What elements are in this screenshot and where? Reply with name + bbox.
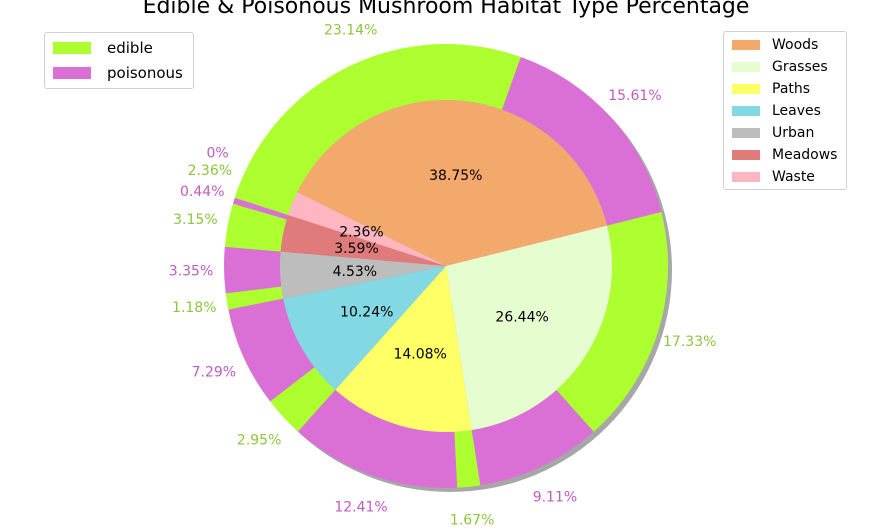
inner-label-meadows: 3.59% xyxy=(334,241,378,257)
outer-label-5: 12.41% xyxy=(334,499,387,515)
legend-swatch-leaves xyxy=(732,106,760,116)
inner-slice-grasses xyxy=(446,225,612,431)
legend-entry-grasses: Grasses xyxy=(732,58,828,76)
legend-swatch-grasses xyxy=(732,62,760,72)
outer-slice-edible-6 xyxy=(270,367,336,432)
outer-slice-edible-4 xyxy=(454,430,481,488)
outer-slice-poisonous-5 xyxy=(298,389,458,488)
legend-label-urban: Urban xyxy=(772,125,815,141)
inner-slice-paths xyxy=(335,266,472,433)
outer-label-6: 2.95% xyxy=(237,433,281,449)
legend-entry-leaves: Leaves xyxy=(732,102,821,120)
outer-label-10: 3.15% xyxy=(173,212,217,228)
outer-slice-poisonous-11 xyxy=(232,197,289,220)
legend-swatch-poisonous xyxy=(53,67,91,79)
legend-entry-paths: Paths xyxy=(732,80,810,98)
inner-label-paths: 14.08% xyxy=(393,347,446,363)
legend-label-poisonous: poisonous xyxy=(107,64,183,82)
inner-label-urban: 4.53% xyxy=(333,264,377,280)
legend-label-paths: Paths xyxy=(772,81,811,97)
inner-slice-meadows xyxy=(280,214,446,266)
inner-label-woods: 38.75% xyxy=(429,168,482,184)
outer-slice-edible-8 xyxy=(225,286,284,310)
class-legend: edible poisonous xyxy=(44,32,194,89)
outer-label-0: 23.14% xyxy=(324,22,377,38)
inner-label-grasses: 26.44% xyxy=(495,309,548,325)
legend-label-edible: edible xyxy=(107,39,153,57)
outer-slice-edible-12 xyxy=(234,167,298,215)
outer-label-7: 7.29% xyxy=(192,365,236,381)
inner-slice-woods xyxy=(297,100,608,267)
outer-label-3: 9.11% xyxy=(533,490,577,506)
outer-label-1: 15.61% xyxy=(608,88,661,104)
legend-swatch-meadows xyxy=(732,150,760,160)
legend-label-grasses: Grasses xyxy=(772,59,828,75)
legend-label-leaves: Leaves xyxy=(772,103,821,119)
legend-swatch-urban xyxy=(732,128,760,138)
outer-slice-edible-2 xyxy=(556,211,669,432)
legend-swatch-woods xyxy=(732,40,760,50)
legend-entry-urban: Urban xyxy=(732,124,814,142)
legend-entry-waste: Waste xyxy=(732,168,815,186)
outer-label-4: 1.67% xyxy=(450,513,494,529)
legend-entry-edible: edible xyxy=(53,39,153,57)
outer-label-13: 0% xyxy=(206,146,228,162)
inner-slice-urban xyxy=(279,251,446,299)
outer-slice-poisonous-7 xyxy=(228,298,315,402)
chart-title: Edible & Poisonous Mushroom Habitat Type… xyxy=(142,0,750,19)
legend-swatch-waste xyxy=(732,172,760,182)
outer-slice-poisonous-9 xyxy=(223,246,282,294)
inner-slice-leaves xyxy=(283,266,446,390)
inner-label-leaves: 10.24% xyxy=(340,304,393,320)
outer-slice-edible-0 xyxy=(247,44,521,193)
outer-label-12: 2.36% xyxy=(188,163,232,179)
habitat-legend: Woods Grasses Paths Leaves Urban Meadows… xyxy=(723,31,847,190)
inner-slice-waste xyxy=(288,192,446,266)
legend-label-meadows: Meadows xyxy=(772,147,838,163)
legend-entry-meadows: Meadows xyxy=(732,146,837,164)
legend-swatch-edible xyxy=(53,42,91,54)
outer-label-2: 17.33% xyxy=(663,334,716,350)
outer-slice-poisonous-3 xyxy=(471,389,594,486)
legend-label-woods: Woods xyxy=(772,37,819,53)
legend-entry-woods: Woods xyxy=(732,36,818,54)
legend-swatch-paths xyxy=(732,84,760,94)
outer-slice-poisonous-1 xyxy=(501,57,662,226)
outer-label-11: 0.44% xyxy=(180,184,224,200)
outer-label-9: 3.35% xyxy=(169,264,213,280)
outer-label-8: 1.18% xyxy=(172,300,216,316)
outer-slice-edible-10 xyxy=(224,203,287,252)
inner-label-waste: 2.36% xyxy=(339,225,383,241)
legend-label-waste: Waste xyxy=(772,169,815,185)
legend-entry-poisonous: poisonous xyxy=(53,64,183,82)
